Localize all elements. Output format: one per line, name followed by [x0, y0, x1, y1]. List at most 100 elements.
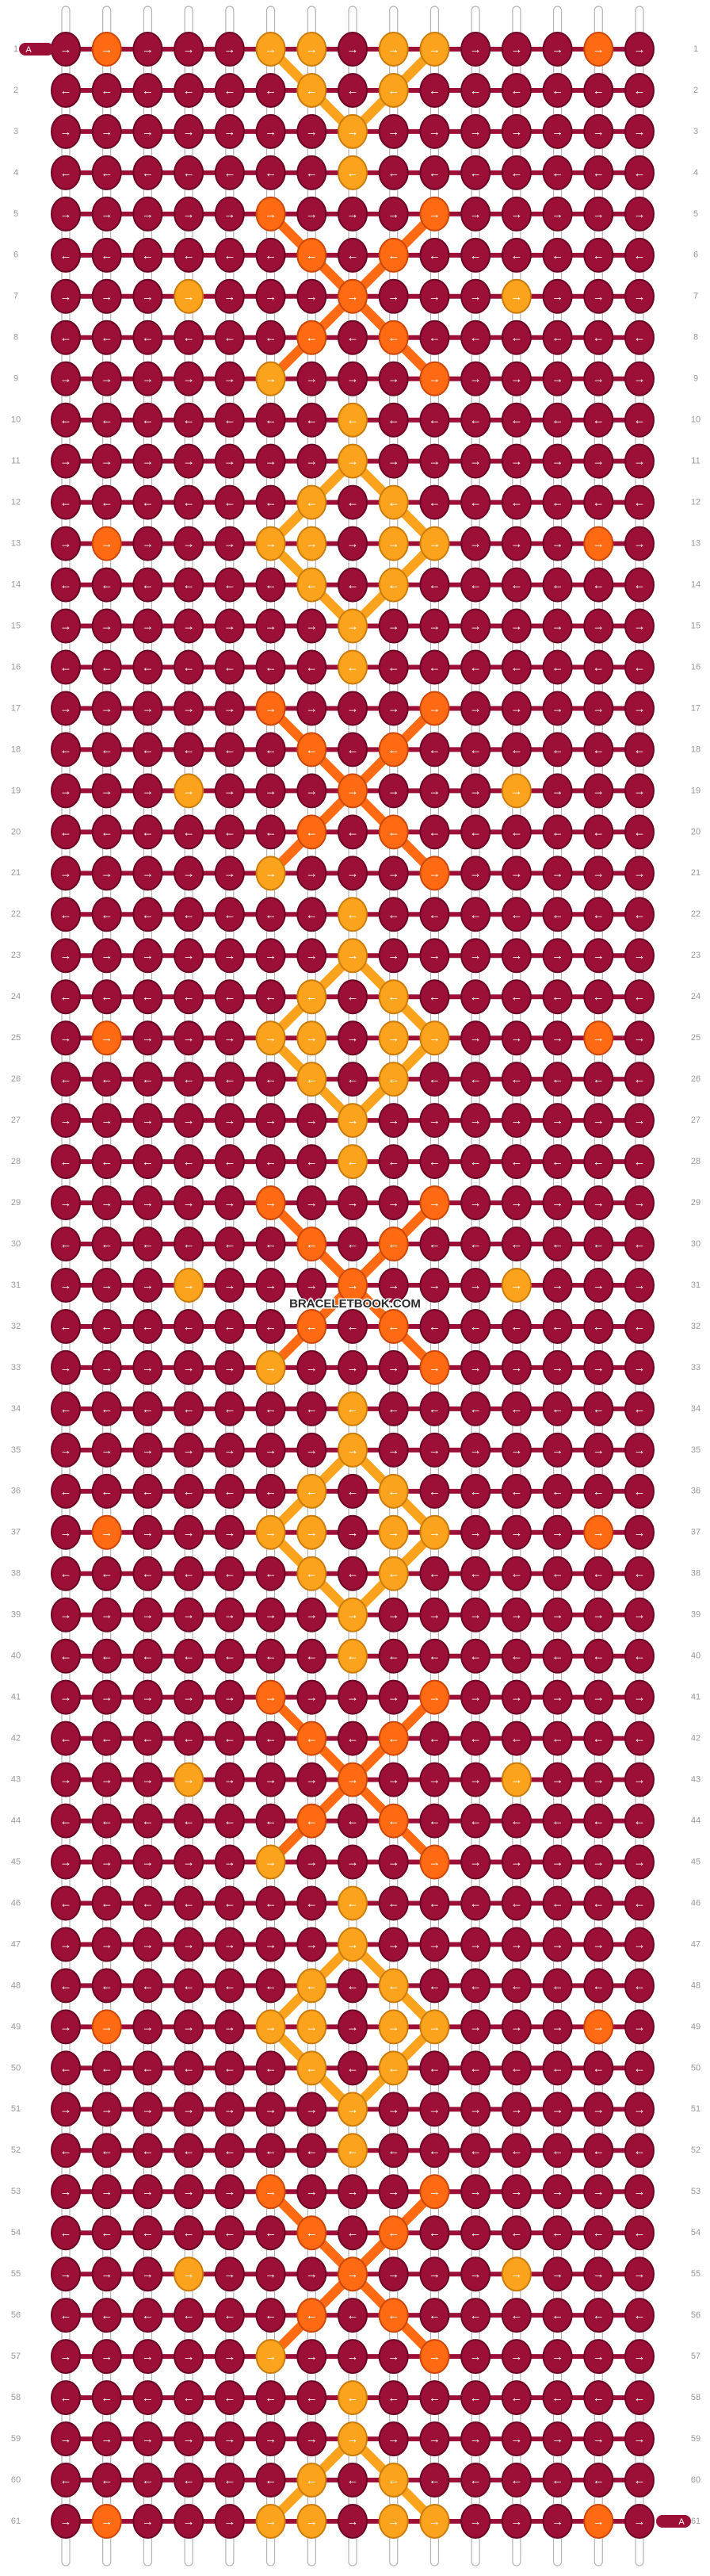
knot [624, 1597, 655, 1632]
knot-arrow: ← [470, 1155, 482, 1169]
knot [255, 814, 286, 850]
knot [542, 1020, 573, 1056]
knot [338, 1597, 368, 1632]
knot-arrow: → [306, 2432, 318, 2446]
knot [583, 278, 614, 314]
knot-arrow: → [60, 949, 72, 963]
knot [296, 32, 327, 67]
knot-arrow: ← [347, 1979, 359, 1992]
knot [583, 1391, 614, 1426]
knot [51, 1103, 81, 1139]
row-number: 23 [691, 951, 700, 960]
knot-arrow: → [306, 1691, 318, 1705]
knot [174, 855, 204, 891]
knot [378, 1927, 409, 1962]
knot-arrow: ← [552, 84, 563, 98]
knot [419, 402, 450, 438]
knot [460, 443, 491, 479]
knot-arrow: → [552, 867, 563, 880]
knot-arrow: → [634, 1114, 646, 1127]
knot-arrow: → [593, 2515, 605, 2528]
knot-arrow: ← [265, 1897, 277, 1910]
knot-arrow: ← [387, 1979, 399, 1992]
knot [51, 2009, 81, 2045]
knot-arrow: ← [470, 496, 482, 510]
row-number: 53 [11, 2187, 21, 2196]
knot [255, 113, 286, 149]
knot-arrow: ← [347, 660, 359, 674]
knot-arrow: ← [387, 1567, 399, 1581]
knot [501, 2050, 532, 2086]
knot [583, 1020, 614, 1056]
knot [174, 938, 204, 974]
knot [624, 897, 655, 932]
knot-arrow: ← [60, 496, 72, 510]
knot-arrow: → [470, 455, 482, 469]
knot-arrow: ← [387, 2309, 399, 2322]
knot [132, 691, 163, 726]
knot [214, 1721, 245, 1756]
knot-arrow: → [306, 2020, 318, 2034]
row-number: 17 [11, 703, 21, 713]
knot [338, 567, 368, 603]
knot [296, 1803, 327, 1839]
knot-arrow: → [223, 455, 235, 469]
knot [174, 1144, 204, 1180]
knot [91, 2092, 122, 2127]
knot [419, 1679, 450, 1715]
knot [255, 2050, 286, 2086]
knot [624, 1638, 655, 1674]
knot-arrow: ← [265, 908, 277, 921]
knot [338, 1721, 368, 1756]
knot [583, 649, 614, 685]
knot-arrow: ← [552, 2144, 563, 2157]
knot [378, 1432, 409, 1468]
knot-arrow: → [347, 1938, 359, 1951]
knot [419, 1144, 450, 1180]
knot [255, 2421, 286, 2457]
knot-arrow: → [183, 1856, 195, 1870]
knot [460, 1803, 491, 1839]
knot [419, 1721, 450, 1756]
knot [583, 773, 614, 809]
row-number: 9 [13, 374, 18, 384]
knot [91, 361, 122, 396]
row-number: 32 [11, 1322, 21, 1331]
knot-arrow: ← [634, 908, 646, 921]
knot [338, 1556, 368, 1591]
knot [51, 1227, 81, 1262]
knot-arrow: ← [223, 331, 235, 345]
knot [460, 1885, 491, 1921]
knot [51, 196, 81, 232]
knot [296, 855, 327, 891]
knot [51, 1062, 81, 1097]
knot [542, 1844, 573, 1880]
row-number: 55 [691, 2269, 700, 2279]
knot [296, 1185, 327, 1221]
knot-arrow: → [265, 1361, 277, 1375]
knot-arrow: ← [634, 990, 646, 1004]
knot-arrow: → [306, 2350, 318, 2364]
knot-arrow: → [387, 1856, 399, 1870]
knot [296, 1968, 327, 2004]
knot [214, 237, 245, 273]
knot [542, 2421, 573, 2457]
row-number: 35 [11, 1445, 21, 1455]
knot [174, 113, 204, 149]
knot [174, 2215, 204, 2251]
knot [338, 1638, 368, 1674]
knot-arrow: ← [470, 331, 482, 345]
knot-arrow: → [593, 702, 605, 715]
knot [91, 1885, 122, 1921]
knot [91, 1268, 122, 1303]
knot-arrow: → [101, 620, 113, 633]
knot [338, 855, 368, 891]
knot-arrow: → [552, 43, 563, 56]
knot-arrow: → [510, 43, 522, 56]
knot-arrow: ← [510, 1650, 522, 1663]
knot [174, 1227, 204, 1262]
knot [91, 855, 122, 891]
knot-arrow: ← [60, 1320, 72, 1334]
knot-arrow: ← [470, 1485, 482, 1499]
knot-arrow: → [306, 620, 318, 633]
